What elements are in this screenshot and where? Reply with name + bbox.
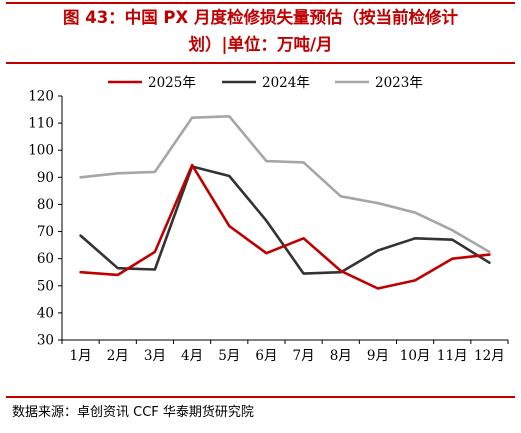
chart-title-line2: 划）|单位：万吨/月 bbox=[188, 35, 333, 54]
y-tick-label: 30 bbox=[37, 333, 54, 349]
legend-label: 2024年 bbox=[262, 75, 310, 91]
x-tick-label: 3月 bbox=[144, 348, 166, 364]
y-tick-label: 100 bbox=[28, 143, 54, 159]
y-tick-label: 90 bbox=[37, 170, 54, 186]
x-tick-label: 9月 bbox=[367, 348, 389, 364]
x-tick-label: 1月 bbox=[70, 348, 92, 364]
x-tick-label: 8月 bbox=[330, 348, 352, 364]
x-tick-label: 4月 bbox=[181, 348, 203, 364]
legend-label: 2023年 bbox=[375, 75, 423, 91]
y-tick-label: 80 bbox=[37, 197, 54, 213]
y-tick-label: 110 bbox=[28, 116, 54, 132]
y-tick-label: 50 bbox=[37, 278, 54, 294]
y-tick-label: 40 bbox=[37, 305, 54, 321]
chart-title-line1: 图 43：中国 PX 月度检修损失量预估（按当前检修计 bbox=[62, 8, 458, 27]
chart-title: 图 43：中国 PX 月度检修损失量预估（按当前检修计 划）|单位：万吨/月 bbox=[0, 4, 521, 58]
axes: 30 40 50 60 70 80 90 100 110 120 1月 2月 3月 4月 5月 6月 7月 8月 9… bbox=[28, 89, 509, 364]
x-tick-label: 12月 bbox=[474, 348, 505, 364]
y-tick-label: 60 bbox=[37, 251, 54, 267]
x-tick-label: 5月 bbox=[218, 348, 240, 364]
series-line-2023年 bbox=[79, 114, 491, 254]
x-tick-label: 7月 bbox=[293, 348, 315, 364]
legend: 2025年 2024年 2023年 bbox=[108, 75, 423, 91]
y-tick-label: 120 bbox=[28, 89, 54, 105]
bottom-rule bbox=[6, 396, 515, 398]
y-tick-label: 70 bbox=[37, 224, 54, 240]
series-layer bbox=[79, 114, 491, 290]
x-tick-label: 11月 bbox=[437, 348, 468, 364]
x-tick-label: 6月 bbox=[255, 348, 277, 364]
source-note: 数据来源：卓创资讯 CCF 华泰期货研究院 bbox=[12, 405, 254, 420]
title-rule bbox=[6, 62, 515, 64]
line-chart: 2025年 2024年 2023年 30 40 50 60 70 80 90 100 110 120 1… bbox=[28, 75, 509, 364]
series-line-2025年 bbox=[79, 163, 491, 290]
x-tick-label: 10月 bbox=[400, 348, 431, 364]
top-rule bbox=[6, 2, 515, 4]
legend-label: 2025年 bbox=[148, 75, 196, 91]
x-tick-label: 2月 bbox=[107, 348, 129, 364]
